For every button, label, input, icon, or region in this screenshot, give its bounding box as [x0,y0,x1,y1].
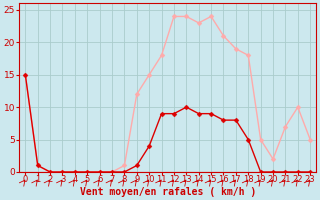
X-axis label: Vent moyen/en rafales ( km/h ): Vent moyen/en rafales ( km/h ) [80,187,256,197]
